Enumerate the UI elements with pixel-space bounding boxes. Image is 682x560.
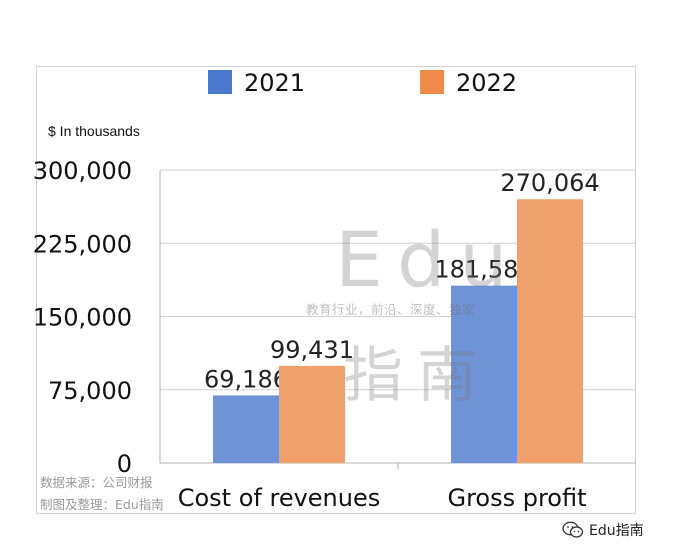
unit-label: $ In thousands	[48, 123, 140, 139]
data-label: 69,186	[204, 365, 288, 393]
bar	[517, 199, 583, 463]
source-line-1: 数据来源：公司财报	[40, 475, 153, 490]
bar	[213, 395, 279, 463]
watermark-latin: Edu	[335, 215, 522, 304]
chart-frame	[36, 66, 636, 514]
bar	[279, 365, 345, 463]
legend-label: 2021	[244, 69, 305, 97]
legend-swatch	[208, 70, 232, 94]
x-category-label: Gross profit	[447, 484, 586, 512]
data-label: 270,064	[500, 169, 599, 197]
bar	[451, 285, 517, 463]
watermark-cn: 指南	[343, 341, 491, 411]
y-tick-label: 300,000	[33, 157, 132, 185]
y-tick-label: 75,000	[48, 377, 132, 405]
brand-label: Edu指南	[589, 523, 644, 539]
legend-label: 2022	[456, 69, 517, 97]
brand-badge: Edu指南	[562, 520, 644, 540]
source-line-2: 制图及整理：Edu指南	[40, 497, 164, 512]
watermark-slogan: 教育行业，前沿、深度、独家	[306, 302, 476, 317]
y-tick-label: 150,000	[33, 304, 132, 332]
legend-swatch	[420, 70, 444, 94]
data-label: 99,431	[270, 336, 354, 364]
y-tick-label: 225,000	[33, 230, 132, 258]
x-category-label: Cost of revenues	[178, 484, 381, 512]
wechat-icon	[562, 521, 584, 538]
y-tick-label: 0	[117, 450, 132, 478]
